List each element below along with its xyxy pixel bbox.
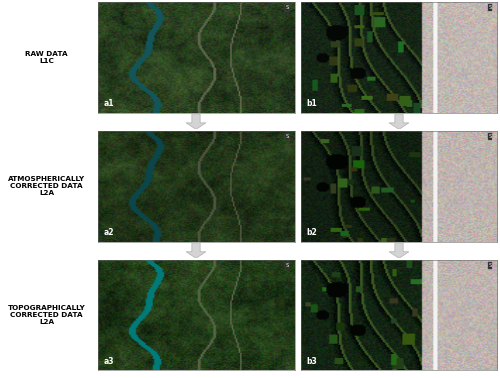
- Text: TOPOGRAPHICALLY
CORRECTED DATA
L2A: TOPOGRAPHICALLY CORRECTED DATA L2A: [8, 305, 86, 325]
- Text: ATMOSPHERICALLY
CORRECTED DATA
L2A: ATMOSPHERICALLY CORRECTED DATA L2A: [8, 176, 86, 196]
- Text: a1: a1: [104, 99, 114, 108]
- Text: S: S: [488, 134, 492, 139]
- Text: b3: b3: [306, 357, 317, 366]
- Polygon shape: [389, 243, 409, 258]
- Text: S: S: [488, 263, 492, 268]
- Text: RAW DATA
L1C: RAW DATA L1C: [26, 51, 68, 64]
- Text: S: S: [286, 263, 288, 268]
- Polygon shape: [186, 114, 206, 129]
- Text: a2: a2: [104, 228, 114, 237]
- Text: a3: a3: [104, 357, 114, 366]
- Text: S: S: [286, 5, 288, 10]
- Text: S: S: [488, 5, 492, 10]
- Text: b2: b2: [306, 228, 317, 237]
- Polygon shape: [389, 114, 409, 129]
- Text: b1: b1: [306, 99, 317, 108]
- Polygon shape: [186, 243, 206, 258]
- Text: S: S: [286, 134, 288, 139]
